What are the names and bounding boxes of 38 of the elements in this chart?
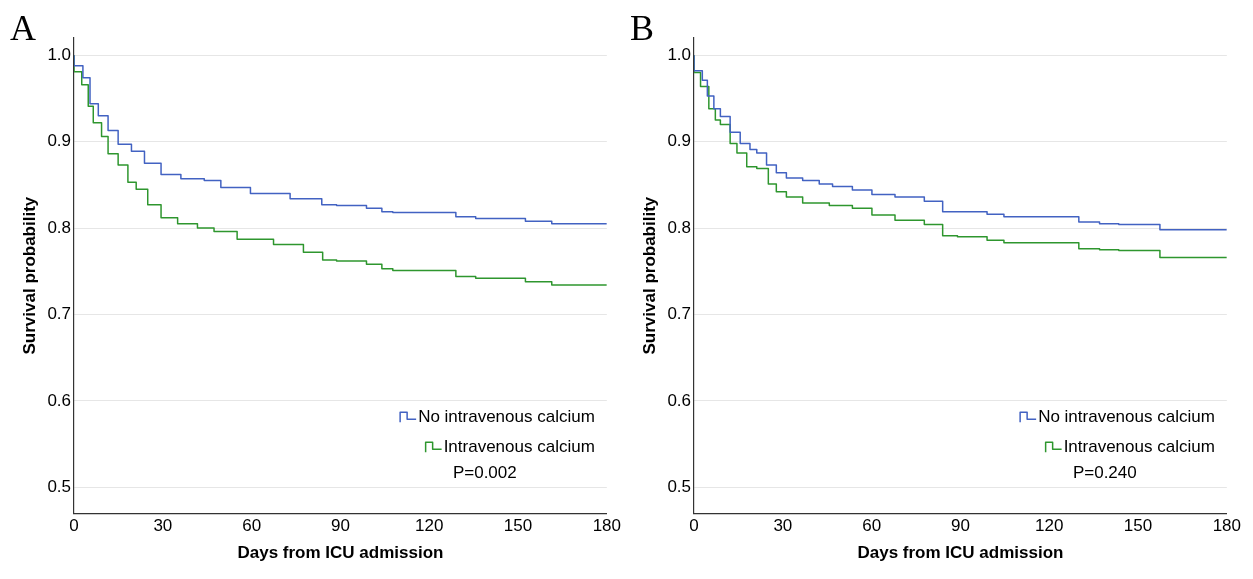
x-tick-label: 60 — [242, 516, 262, 536]
x-tick-label: 120 — [1035, 516, 1064, 536]
annotation: P=0.240 — [1072, 462, 1137, 482]
y-tick-label: 0.6 — [667, 390, 692, 410]
x-tick-label: 60 — [862, 516, 882, 536]
y-tick-label: 0.5 — [47, 476, 72, 496]
y-tick-label: 0.7 — [667, 304, 692, 324]
y-tick-label: 0.9 — [667, 131, 692, 151]
x-tick-label: 30 — [153, 516, 173, 536]
x-tick-label: 90 — [330, 516, 350, 536]
x-axis-title: Days from ICU admission — [857, 543, 1064, 563]
y-tick-label: 0.8 — [667, 217, 692, 237]
y-tick-label: 0.5 — [667, 476, 692, 496]
y-tick-label: 0.8 — [47, 217, 72, 237]
y-tick-label: 1.0 — [47, 44, 72, 64]
y-tick-label: 0.7 — [47, 304, 72, 324]
x-tick-label: 150 — [1123, 516, 1153, 536]
legend-label: No intravenous calcium — [418, 406, 595, 426]
y-axis-title: Survival probability — [639, 196, 659, 355]
chart-title: B — [630, 8, 655, 48]
x-axis-title: Days from ICU admission — [237, 543, 444, 563]
legend-label: No intravenous calcium — [1038, 406, 1215, 426]
x-tick-label: 0 — [69, 516, 79, 536]
y-tick-label: 1.0 — [667, 44, 692, 64]
legend-label: Intravenous calcium — [1063, 436, 1215, 456]
y-axis-title: Survival probability — [19, 196, 39, 355]
x-tick-label: 90 — [950, 516, 970, 536]
y-tick-label: 0.6 — [47, 390, 72, 410]
x-tick-label: 150 — [503, 516, 533, 536]
legend-label: Intravenous calcium — [443, 436, 595, 456]
y-tick-label: 0.9 — [47, 131, 72, 151]
x-tick-label: 0 — [689, 516, 699, 536]
x-tick-label: 120 — [415, 516, 444, 536]
x-tick-label: 180 — [592, 516, 622, 536]
x-tick-label: 180 — [1212, 516, 1242, 536]
chart-title: A — [10, 8, 36, 48]
annotation: P=0.002 — [452, 462, 517, 482]
x-tick-label: 30 — [773, 516, 793, 536]
